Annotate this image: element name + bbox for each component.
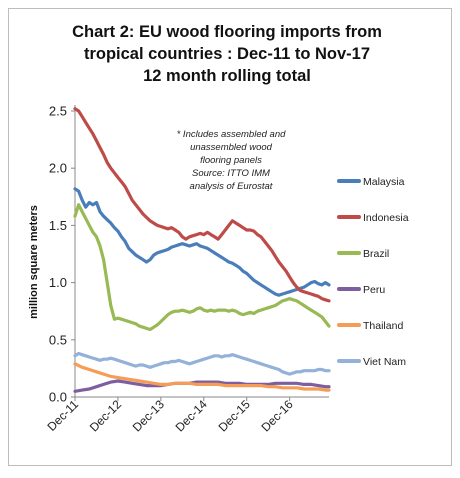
series-line-viet-nam xyxy=(73,351,331,376)
series-line-malaysia xyxy=(73,187,331,297)
x-tick-label: Dec-12 xyxy=(87,397,124,434)
x-tick-label: Dec-15 xyxy=(216,397,253,434)
legend-item-indonesia: Indonesia xyxy=(337,212,409,224)
series-line-brazil xyxy=(73,203,331,332)
y-tick-label: 2.5 xyxy=(49,104,67,119)
source-note: * Includes assembled and unassembled woo… xyxy=(177,129,287,192)
chart-title: Chart 2: EU wood flooring imports from t… xyxy=(72,23,382,85)
note-line-5: analysis of Eurostat xyxy=(190,181,273,192)
series-line-thailand xyxy=(73,362,331,392)
legend-item-viet-nam: Viet Nam xyxy=(337,356,406,368)
y-tick-label: 0.5 xyxy=(49,332,67,347)
y-tick-label: 2.0 xyxy=(49,161,67,176)
series-lines xyxy=(73,107,331,393)
chart-title-line-1: Chart 2: EU wood flooring imports from xyxy=(72,23,382,41)
legend-item-peru: Peru xyxy=(337,284,385,296)
chart-frame: Chart 2: EU wood flooring imports from t… xyxy=(8,8,452,466)
chart: Chart 2: EU wood flooring imports from t… xyxy=(28,23,409,434)
x-tick-label: Dec-16 xyxy=(259,397,296,434)
series-line-indonesia xyxy=(73,107,331,303)
note-line-1: * Includes assembled and xyxy=(177,129,287,140)
legend-label: Brazil xyxy=(363,248,389,260)
series-line-peru xyxy=(73,379,331,393)
legend-item-brazil: Brazil xyxy=(337,248,389,260)
legend-item-thailand: Thailand xyxy=(337,320,403,332)
legend-label: Malaysia xyxy=(363,176,405,188)
legend: Malaysia Indonesia Brazil Peru Thailand Viet … xyxy=(337,176,409,368)
legend-label: Indonesia xyxy=(363,212,409,224)
legend-label: Thailand xyxy=(363,320,403,332)
y-tick-label: 1.0 xyxy=(49,275,67,290)
note-line-2: unassembled wood xyxy=(190,142,273,153)
legend-label: Peru xyxy=(363,284,385,296)
x-tick-label: Dec-14 xyxy=(173,397,210,434)
y-axis-label: million square meters xyxy=(28,205,40,319)
chart-title-line-2: tropical countries : Dec-11 to Nov-17 xyxy=(84,45,370,63)
note-line-4: Source: ITTO IMM xyxy=(192,168,270,179)
legend-label: Viet Nam xyxy=(363,356,406,368)
y-tick-label: 0.0 xyxy=(49,390,67,405)
y-tick-label: 1.5 xyxy=(49,218,67,233)
x-tick-label: Dec-13 xyxy=(130,397,167,434)
note-line-3: flooring panels xyxy=(200,155,262,166)
legend-item-malaysia: Malaysia xyxy=(337,176,405,188)
chart-title-line-3: 12 month rolling total xyxy=(143,67,311,85)
